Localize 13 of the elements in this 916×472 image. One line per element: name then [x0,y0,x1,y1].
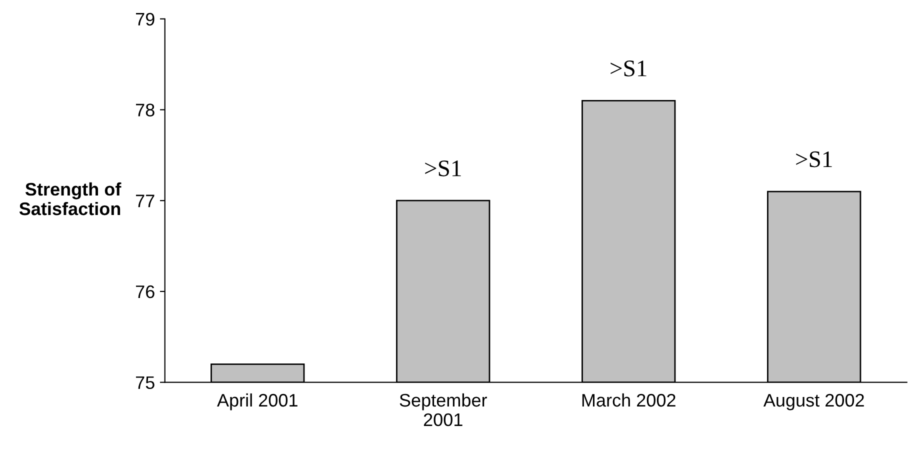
y-tick-label: 79 [136,12,154,26]
y-axis-title: Strength of Satisfaction [19,182,122,216]
data-label: >S1 [796,151,832,168]
y-tick-label: 78 [136,104,154,116]
y-tick-label: 77 [136,194,154,208]
data-label: >S1 [425,160,461,176]
x-tick-label: September 2001 [400,393,487,426]
y-tick-label: 75 [136,376,154,390]
x-tick-label: August 2002 [763,394,864,410]
x-tick-label: March 2002 [582,393,676,407]
x-tick-label: April 2001 [217,393,298,410]
y-tick-label: 76 [136,285,154,298]
data-label: >S1 [610,60,646,76]
